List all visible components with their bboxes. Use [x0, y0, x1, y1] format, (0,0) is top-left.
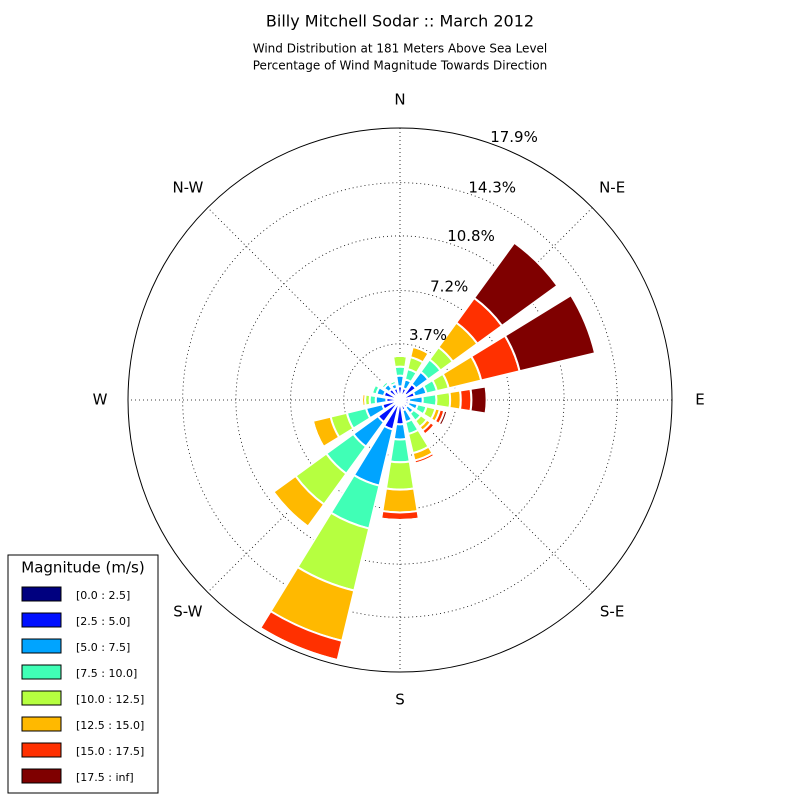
grid-circle	[290, 290, 510, 510]
wind-segment	[472, 241, 559, 328]
legend-label: [5.0 : 7.5]	[76, 641, 130, 654]
wind-segment	[389, 379, 396, 385]
r-tick-label: 7.2%	[430, 277, 468, 295]
wind-segment	[469, 385, 488, 415]
chart-subtitle: Percentage of Wind Magnitude Towards Dir…	[253, 59, 547, 73]
legend-label: [7.5 : 10.0]	[76, 667, 137, 680]
legend-label: [17.5 : inf]	[76, 771, 134, 784]
wind-segment	[437, 409, 449, 427]
wind-segment	[379, 379, 387, 387]
wind-segment	[503, 293, 597, 373]
legend-swatch	[21, 768, 62, 784]
direction-label: W	[93, 391, 108, 409]
wind-segment	[381, 487, 419, 514]
chart-subtitle: Wind Distribution at 181 Meters Above Se…	[253, 42, 548, 56]
direction-label: N	[394, 91, 405, 109]
direction-label: S	[395, 691, 405, 709]
wind-segment	[381, 517, 419, 521]
direction-label: N-E	[599, 178, 625, 196]
legend-swatch	[21, 664, 62, 680]
legend-label: [2.5 : 5.0]	[76, 615, 130, 628]
legend-label: [15.0 : 17.5]	[76, 745, 144, 758]
grid-circle	[182, 182, 618, 618]
legend-swatch	[21, 690, 62, 706]
wind-segment	[374, 395, 388, 405]
legend-label: [12.5 : 15.0]	[76, 719, 144, 732]
legend-swatch	[21, 716, 62, 732]
direction-label: S-E	[600, 603, 624, 621]
wind-segment	[423, 423, 438, 438]
legend-swatch	[21, 612, 62, 628]
wind-segment	[393, 365, 407, 378]
r-tick-label: 10.8%	[447, 227, 495, 245]
grid-circle	[235, 235, 565, 565]
wind-segment	[448, 389, 462, 411]
wind-segment	[391, 354, 409, 369]
wind-segment	[369, 383, 375, 394]
direction-label: S-W	[173, 603, 202, 621]
r-tick-label: 3.7%	[409, 326, 447, 344]
legend-swatch	[21, 742, 62, 758]
legend-label: [0.0 : 2.5]	[76, 589, 130, 602]
r-tick-label: 14.3%	[468, 178, 516, 196]
legend-title: Magnitude (m/s)	[21, 559, 144, 577]
wind-segment	[384, 460, 416, 491]
wind-segment	[415, 454, 435, 465]
legend-swatch	[21, 586, 62, 602]
direction-label: E	[695, 391, 704, 409]
r-tick-label: 17.9%	[490, 128, 538, 146]
wind-segment	[389, 437, 411, 464]
wind-segment	[392, 354, 408, 358]
wind-segment	[272, 491, 309, 528]
direction-label: N-W	[172, 178, 203, 196]
wind-segment	[434, 391, 452, 409]
wind-segment	[458, 387, 473, 413]
wind-segment	[392, 422, 408, 441]
legend-label: [10.0 : 12.5]	[76, 693, 144, 706]
chart-title: Billy Mitchell Sodar :: March 2012	[266, 12, 534, 31]
wind-segment	[421, 393, 438, 407]
legend-swatch	[21, 638, 62, 654]
